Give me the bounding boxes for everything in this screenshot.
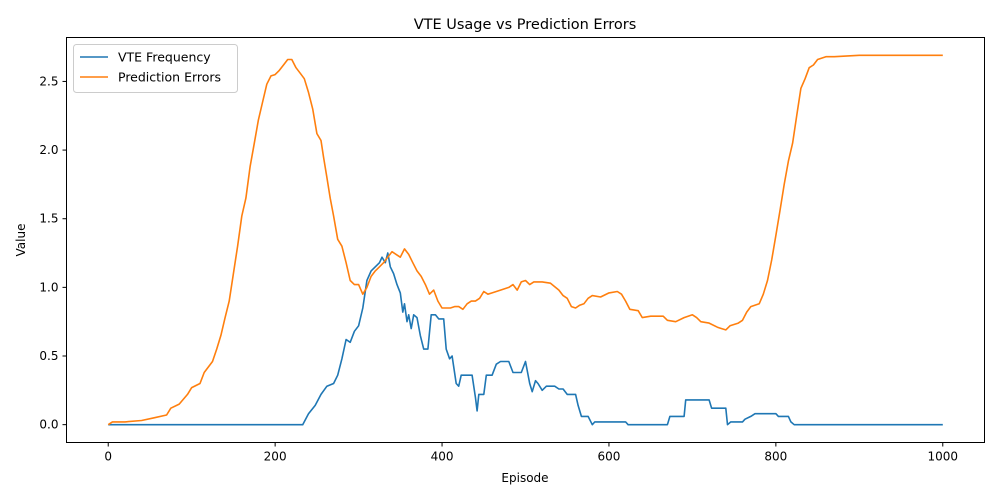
y-tick-label: 1.0 xyxy=(39,280,58,294)
x-tick-label: 400 xyxy=(431,450,454,464)
series-line-vte-frequency xyxy=(108,252,943,426)
plot-frame xyxy=(66,37,985,443)
x-tick-label: 0 xyxy=(104,450,112,464)
x-axis-ticks: 0 200 400 600 800 1000 xyxy=(104,442,958,464)
y-axis-ticks: 0.0 0.5 1.0 1.5 2.0 2.5 xyxy=(39,74,67,432)
y-tick-label: 2.0 xyxy=(39,143,58,157)
y-tick-label: 2.5 xyxy=(39,74,58,88)
y-tick-label: 0.0 xyxy=(39,418,58,432)
y-axis-label: Value xyxy=(14,224,28,257)
x-tick-label: 1000 xyxy=(927,450,958,464)
x-tick-label: 800 xyxy=(764,450,787,464)
chart-title: VTE Usage vs Prediction Errors xyxy=(414,17,637,33)
legend: VTE Frequency Prediction Errors xyxy=(73,44,238,93)
y-tick-label: 0.5 xyxy=(39,349,58,363)
x-axis-label: Episode xyxy=(501,471,548,485)
series-layer xyxy=(107,54,943,426)
series-line-prediction-errors xyxy=(107,54,943,426)
legend-label-vte-frequency: VTE Frequency xyxy=(118,50,211,65)
legend-frame xyxy=(73,44,238,93)
legend-label-prediction-errors: Prediction Errors xyxy=(118,70,221,85)
x-tick-label: 200 xyxy=(264,450,287,464)
x-tick-label: 600 xyxy=(598,450,621,464)
y-tick-label: 1.5 xyxy=(39,212,58,226)
